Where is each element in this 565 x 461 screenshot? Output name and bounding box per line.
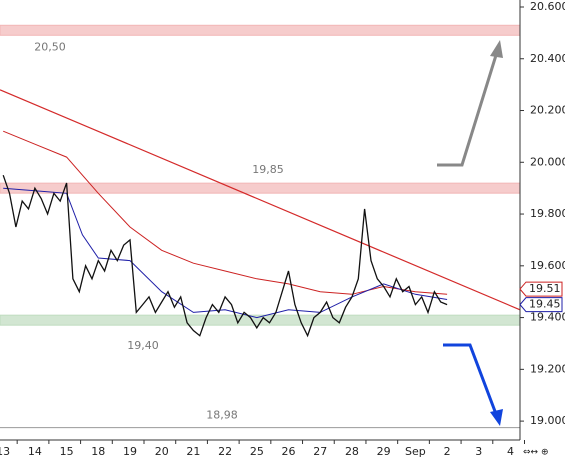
x-tick-label: 20 (155, 445, 169, 458)
x-tick-label: Sep (405, 445, 426, 458)
x-tick-label: 13 (0, 445, 10, 458)
x-tick-label: 18 (91, 445, 105, 458)
scroll-buttons[interactable]: ⇔↔ ⊕ (523, 448, 548, 458)
up-arrowhead (490, 40, 503, 58)
level-label: 19,40 (127, 339, 159, 352)
x-tick-label: 3 (475, 445, 482, 458)
x-tick-label: 21 (186, 445, 200, 458)
trendline (0, 89, 521, 311)
level-band (0, 182, 521, 194)
level-label: 20,50 (34, 40, 66, 53)
x-tick-label: 29 (377, 445, 391, 458)
down-arrow (443, 343, 498, 415)
x-tick-label: 25 (250, 445, 264, 458)
y-tick-label: 20.400 (530, 52, 565, 65)
level-band (0, 24, 521, 36)
y-tick-label: 19.600 (530, 259, 565, 272)
x-tick-label: 22 (218, 445, 232, 458)
level-label: 18,98 (206, 409, 238, 422)
moving-average (3, 130, 448, 295)
down-arrowhead (490, 409, 503, 426)
x-tick-label: 27 (313, 445, 327, 458)
price-tag-label: 19.51 (529, 282, 561, 295)
y-tick-label: 19.400 (530, 311, 565, 324)
x-tick-label: 4 (507, 445, 514, 458)
y-tick-label: 20.600 (530, 0, 565, 13)
y-tick-label: 19.200 (530, 362, 565, 375)
price-line (2, 174, 448, 338)
layer: 20,50 19,85 19,40 18,98 (0, 24, 521, 429)
x-tick-label: 26 (282, 445, 296, 458)
x-tick-label: 28 (345, 445, 359, 458)
level-label: 19,85 (252, 163, 284, 176)
y-tick-label: 19.000 (530, 414, 565, 427)
x-tick-label: 14 (28, 445, 42, 458)
y-tick-label: 20.000 (530, 155, 565, 168)
price-tag (519, 281, 563, 297)
price-tag (519, 297, 563, 313)
plot-area (0, 0, 520, 440)
y-tick-label: 20.200 (530, 104, 565, 117)
up-arrow (437, 51, 499, 167)
y-tick-label: 19.800 (530, 207, 565, 220)
x-tick-label: 2 (444, 445, 451, 458)
x-tick-label: 15 (60, 445, 74, 458)
x-tick-label: 19 (123, 445, 137, 458)
price-tag-label: 19.45 (529, 298, 561, 311)
